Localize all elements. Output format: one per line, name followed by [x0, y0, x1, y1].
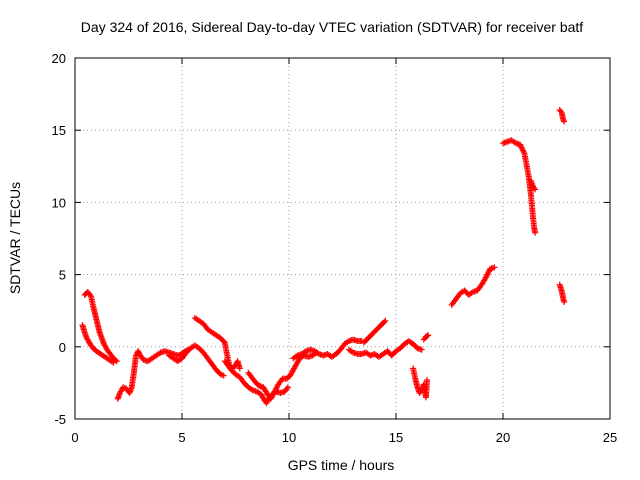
- data-point: [560, 118, 567, 125]
- x-tick-label: 10: [282, 430, 296, 445]
- x-tick-labels: 0 5 10 15 20 25: [71, 430, 617, 445]
- grid-lines: [75, 58, 610, 419]
- y-tick-label: 0: [59, 340, 66, 355]
- y-axis-label: SDTVAR / TECUs: [7, 182, 23, 294]
- x-tick-label: 0: [71, 430, 78, 445]
- x-tick-label: 20: [496, 430, 510, 445]
- data-point: [425, 332, 432, 339]
- data-point: [236, 365, 243, 372]
- data-point: [424, 377, 431, 384]
- plot-frame: [74, 57, 611, 420]
- data-point: [220, 372, 227, 379]
- chart-title: Day 324 of 2016, Sidereal Day-to-day VTE…: [81, 19, 584, 35]
- data-point: [424, 332, 431, 339]
- x-tick-label: 5: [178, 430, 185, 445]
- data-point: [491, 264, 498, 271]
- data-point: [220, 338, 227, 345]
- data-point: [381, 318, 388, 325]
- data-point: [532, 186, 539, 193]
- y-tick-label: 5: [59, 268, 66, 283]
- data-points: [79, 106, 568, 407]
- y-tick-label: 15: [52, 123, 66, 138]
- x-axis-label: GPS time / hours: [288, 457, 395, 473]
- data-point: [382, 317, 389, 324]
- y-tick-label: 20: [52, 51, 66, 66]
- y-tick-label: -5: [54, 412, 66, 427]
- y-tick-label: 10: [52, 195, 66, 210]
- data-point: [418, 346, 425, 353]
- data-point: [110, 359, 117, 366]
- y-tick-labels: -5 0 5 10 15 20: [52, 51, 66, 427]
- data-point: [284, 384, 291, 391]
- axis-ticks: [74, 57, 611, 420]
- x-tick-label: 25: [603, 430, 617, 445]
- data-point: [532, 229, 539, 236]
- x-tick-label: 15: [389, 430, 403, 445]
- data-point: [561, 299, 568, 306]
